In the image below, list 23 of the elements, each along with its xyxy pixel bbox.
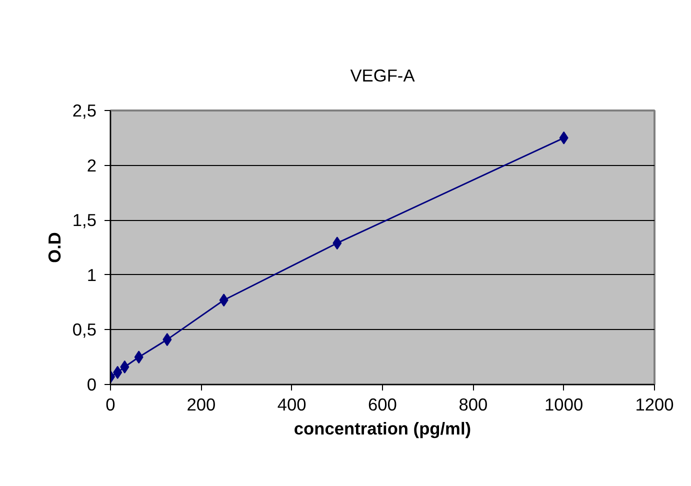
- y-tick-label: 1: [86, 264, 97, 285]
- x-axis-title: concentration (pg/ml): [294, 418, 472, 438]
- x-tick-label: 0: [106, 394, 116, 414]
- x-tick-label: 1200: [635, 394, 674, 414]
- point: [113, 366, 122, 379]
- x-tick-label: 800: [458, 394, 488, 414]
- x-tick-label: 200: [186, 394, 216, 414]
- point: [134, 350, 144, 364]
- point: [120, 360, 130, 374]
- y-tick-label: 1,5: [72, 210, 97, 230]
- point: [162, 333, 172, 346]
- point: [332, 236, 342, 250]
- y-axis-title: O.D: [44, 232, 64, 263]
- y-tick-label: 2,5: [72, 100, 97, 120]
- y-tick-label: 2: [86, 155, 97, 176]
- x-tick-label: 1000: [544, 394, 584, 414]
- x-tick-label: 600: [368, 394, 397, 414]
- y-tick-label: 0: [86, 374, 97, 394]
- y-tick-label: 0,5: [72, 320, 97, 340]
- point: [559, 131, 568, 144]
- x-tick-label: 400: [277, 394, 306, 414]
- chart-title: VEGF-A: [350, 66, 416, 86]
- point: [219, 294, 228, 307]
